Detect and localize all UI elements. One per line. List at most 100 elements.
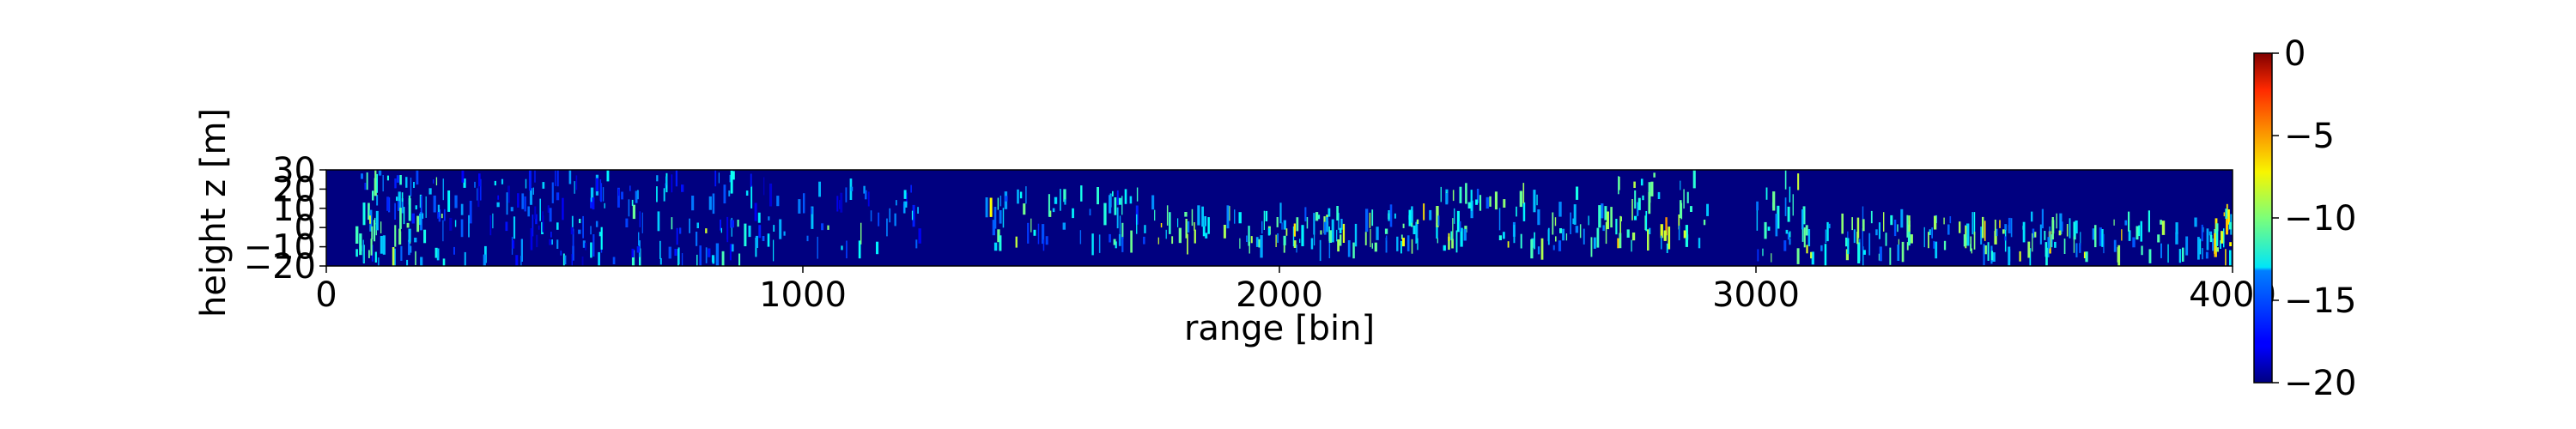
- heatmap-cell-648: [1765, 187, 1768, 200]
- heatmap-cell-393: [1136, 187, 1139, 202]
- heatmap-cell-449: [1197, 205, 1200, 226]
- heatmap-cell-691: [1935, 241, 1938, 259]
- heatmap-cell-192: [436, 248, 440, 261]
- heatmap-cell-383: [1103, 202, 1107, 226]
- heatmap-cell-686: [1878, 222, 1880, 239]
- heatmap-cell-679: [2039, 224, 2042, 245]
- heatmap-cell-732: [1851, 217, 1853, 231]
- heatmap-cell-446: [1285, 228, 1288, 236]
- heatmap-cell-5: [410, 245, 412, 253]
- heatmap-cell-347: [992, 220, 995, 236]
- heatmap-cell-101: [556, 192, 560, 201]
- heatmap-cell-193: [425, 196, 427, 218]
- heatmap-cell-510: [1281, 222, 1283, 230]
- heatmap-cell-121: [535, 214, 538, 225]
- heatmap-cell-331: [1048, 210, 1052, 217]
- heatmap-cell-60: [394, 202, 396, 220]
- heatmap-cell-583: [1437, 238, 1438, 244]
- heatmap-cell-748: [1907, 224, 1911, 246]
- heatmap-cell-37: [374, 170, 377, 184]
- heatmap-cell-371: [1121, 222, 1124, 239]
- heatmap-cell-1: [366, 172, 368, 190]
- heatmap-cell-586: [1579, 224, 1582, 239]
- heatmap-cell-84: [434, 247, 438, 258]
- heatmap-cell-41: [368, 250, 370, 258]
- heatmap-cell-220: [676, 227, 678, 245]
- heatmap-cell-25: [408, 228, 411, 242]
- heatmap-cell-547: [1459, 221, 1461, 232]
- heatmap-cell-539: [1602, 225, 1605, 232]
- heatmap-cell-344: [1033, 229, 1036, 236]
- heatmap-cell-370: [1017, 189, 1019, 204]
- heatmap-cell-380: [1062, 222, 1066, 230]
- heatmap-cell-651: [1802, 206, 1806, 225]
- heatmap-cell-765: [1863, 250, 1866, 255]
- heatmap-cell-368: [1116, 207, 1119, 229]
- y-tick-label--10: −10: [244, 228, 316, 268]
- heatmap-cell-564: [1604, 206, 1607, 221]
- heatmap-cell-398: [1194, 229, 1196, 244]
- heatmap-cell-698: [1805, 225, 1808, 236]
- heatmap-cell-771: [1971, 248, 1972, 254]
- heatmap-cell-275: [681, 184, 684, 192]
- heatmap-cell-656: [1777, 205, 1780, 229]
- heatmap-cell-353: [1097, 187, 1099, 205]
- heatmap-cell-258: [631, 199, 634, 206]
- heatmap-cell-866: [2225, 208, 2228, 219]
- heatmap-cell-442: [1365, 208, 1369, 233]
- heatmap-cell-577: [1454, 208, 1455, 224]
- heatmap-cell-730: [2033, 232, 2037, 238]
- x-tick-label-2000: 2000: [1236, 275, 1323, 315]
- heatmap-cell-737: [1828, 223, 1831, 229]
- heatmap-cell-794: [2128, 211, 2130, 232]
- heatmap-cell-49: [370, 239, 373, 256]
- heatmap-cell-434: [1283, 220, 1286, 230]
- heatmap-cell-346: [1030, 218, 1032, 233]
- heatmap-cell-110: [590, 187, 594, 202]
- heatmap-cell-117: [515, 255, 519, 266]
- heatmap-cell-38: [399, 175, 402, 185]
- x-axis-label: range [bin]: [1184, 309, 1375, 348]
- heatmap-cell-644: [1619, 233, 1622, 249]
- x-tick-label-0: 0: [315, 275, 337, 315]
- heatmap-cell-404: [1416, 220, 1419, 243]
- heatmap-cell-284: [917, 207, 919, 214]
- heatmap-cell-724: [1811, 251, 1814, 265]
- heatmap-cell-408: [1364, 232, 1367, 245]
- heatmap-cell-598: [1619, 215, 1621, 239]
- heatmap-cell-666: [1772, 191, 1776, 211]
- heatmap-cell-89: [542, 182, 545, 189]
- heatmap-cell-857: [2229, 221, 2233, 230]
- heatmap-cell-137: [469, 201, 472, 224]
- heatmap-cell-80: [574, 181, 575, 194]
- heatmap-cell-279: [821, 223, 824, 231]
- heatmap-cell-304: [840, 192, 843, 213]
- heatmap-cell-280: [863, 185, 866, 194]
- heatmap-cell-716: [1931, 227, 1933, 239]
- heatmap-cell-166: [461, 170, 465, 183]
- heatmap-cell-22: [400, 245, 403, 261]
- heatmap-cell-226: [628, 199, 630, 217]
- heatmap-cell-793: [2062, 221, 2063, 232]
- heatmap-cell-846: [2206, 228, 2209, 251]
- heatmap-cell-788: [2161, 221, 2166, 235]
- heatmap-cell-277: [773, 239, 775, 262]
- heatmap-cell-461: [1339, 227, 1342, 233]
- heatmap-cell-164: [549, 208, 552, 222]
- heatmap-cell-808: [2178, 249, 2182, 263]
- heatmap-cell-708: [2031, 211, 2033, 222]
- heatmap-cell-171: [595, 221, 598, 227]
- heatmap-cell-32: [406, 259, 409, 266]
- heatmap-cell-504: [1408, 209, 1412, 227]
- heatmap-cell-420: [1402, 223, 1405, 228]
- heatmap-cell-161: [542, 215, 544, 233]
- heatmap-cell-685: [1820, 245, 1823, 251]
- heatmap-cell-157: [524, 196, 526, 212]
- heatmap-cell-83: [581, 257, 584, 266]
- heatmap-cell-822: [2117, 247, 2120, 263]
- heatmap-cell-329: [886, 218, 888, 237]
- heatmap-cell-378: [1121, 237, 1124, 252]
- heatmap-cell-481: [1185, 219, 1188, 239]
- heatmap-cell-58: [380, 236, 383, 254]
- heatmap-cell-33: [401, 198, 404, 214]
